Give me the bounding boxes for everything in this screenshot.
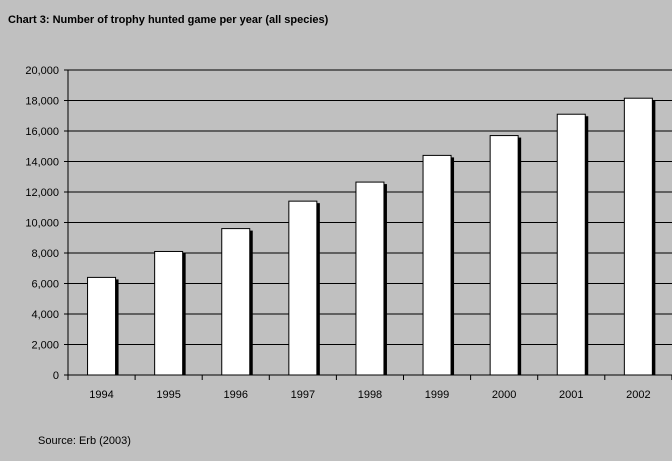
bar: [288, 200, 318, 376]
x-tick-label: 1996: [224, 389, 248, 401]
y-tick-label: 10,000: [25, 218, 59, 230]
bar: [221, 228, 251, 376]
chart-title: Chart 3: Number of trophy hunted game pe…: [8, 14, 329, 26]
x-tick-label: 1994: [89, 389, 113, 401]
y-tick-label: 2,000: [31, 340, 59, 352]
bar: [623, 97, 653, 376]
bar: [556, 113, 586, 376]
y-tick-label: 16,000: [25, 126, 59, 138]
x-tick-label: 2002: [626, 389, 650, 401]
y-tick-label: 6,000: [31, 279, 59, 291]
y-tick-label: 18,000: [25, 96, 59, 108]
bar: [154, 250, 184, 376]
source-note: Source: Erb (2003): [38, 435, 131, 447]
bar: [355, 181, 385, 376]
y-tick-label: 14,000: [25, 157, 59, 169]
x-tick-label: 1995: [156, 389, 180, 401]
x-tick-label: 1997: [291, 389, 315, 401]
x-tick-label: 1998: [358, 389, 382, 401]
y-tick-label: 0: [53, 370, 59, 382]
x-tick-label: 1999: [425, 389, 449, 401]
y-tick-label: 8,000: [31, 248, 59, 260]
bar: [422, 154, 452, 376]
x-tick-label: 2000: [492, 389, 516, 401]
y-tick-label: 4,000: [31, 309, 59, 321]
bar: [87, 276, 117, 376]
bar: [489, 135, 519, 376]
y-tick-label: 20,000: [25, 65, 59, 77]
x-tick-label: 2001: [559, 389, 583, 401]
y-tick-label: 12,000: [25, 187, 59, 199]
